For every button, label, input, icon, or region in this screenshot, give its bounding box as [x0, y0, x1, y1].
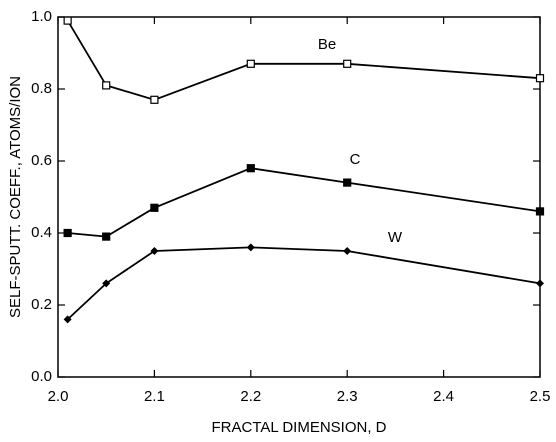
y-tick-label: 0.8	[31, 80, 52, 97]
marker	[535, 207, 545, 216]
x-axis-label: FRACTAL DIMENSION, D	[211, 419, 386, 436]
y-axis-label: SELF-SPUTT. COEFF., ATOMS/ION	[7, 76, 24, 318]
plot-frame	[57, 16, 541, 378]
marker	[102, 81, 111, 90]
marker	[343, 247, 352, 255]
y-tick-label: 0.2	[31, 296, 52, 313]
y-tick-label: 1.0	[31, 8, 52, 25]
series-line	[67, 167, 541, 238]
y-tick-label: 0.0	[31, 368, 52, 385]
marker	[535, 74, 545, 83]
x-tick-label: 2.0	[48, 388, 69, 405]
marker	[343, 59, 352, 68]
marker	[150, 95, 159, 104]
y-tick-label: 0.6	[31, 152, 52, 169]
x-tick-label: 2.2	[240, 388, 261, 405]
x-tick-label: 2.4	[433, 388, 454, 405]
series-label: W	[388, 229, 403, 246]
marker	[343, 178, 352, 187]
marker	[63, 228, 72, 238]
x-tick-label: 2.1	[144, 388, 165, 405]
series-label: Be	[318, 36, 336, 53]
marker	[102, 232, 111, 241]
marker	[246, 243, 255, 252]
marker	[150, 203, 159, 212]
marker	[102, 279, 111, 288]
marker	[536, 279, 544, 288]
marker	[150, 247, 159, 255]
x-tick-label: 2.5	[530, 388, 551, 405]
series-line	[67, 246, 541, 321]
series-line	[66, 20, 541, 101]
marker	[63, 16, 72, 25]
marker	[246, 59, 255, 68]
series-label: C	[350, 151, 361, 168]
x-tick-label: 2.3	[337, 388, 358, 405]
y-tick-label: 0.4	[31, 224, 52, 241]
marker	[246, 164, 255, 173]
marker	[63, 315, 72, 324]
